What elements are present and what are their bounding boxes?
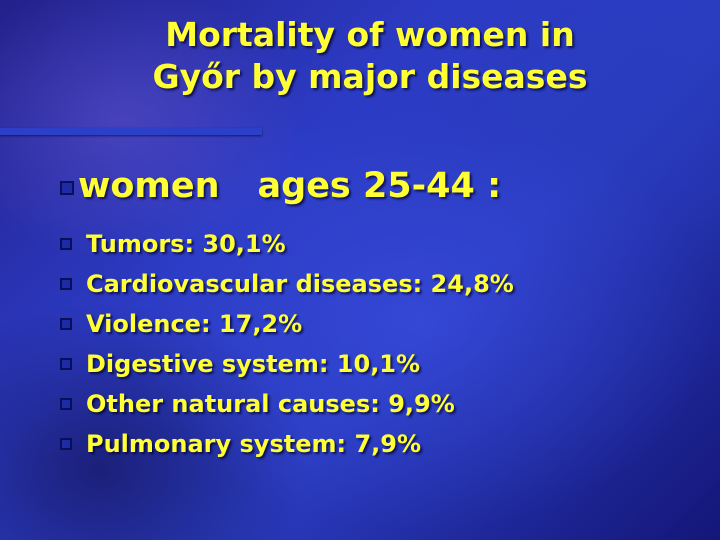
square-bullet-icon [60,181,74,195]
list-item: Tumors: 30,1% [60,224,514,264]
square-bullet-icon [60,438,72,450]
square-bullet-icon [60,238,72,250]
slide-title: Mortality of women in Győr by major dise… [60,14,680,98]
list-item: Pulmonary system: 7,9% [60,424,514,464]
list-item: Other natural causes: 9,9% [60,384,514,424]
list-item-label: Violence: 17,2% [86,310,303,338]
subheading-word: women [78,166,220,206]
list-item-label: Tumors: 30,1% [86,230,286,258]
list-item-label: Digestive system: 10,1% [86,350,421,378]
subheading: women ages 25-44 : [60,164,501,208]
list-item-label: Pulmonary system: 7,9% [86,430,422,458]
list-item-label: Cardiovascular diseases: 24,8% [86,270,514,298]
square-bullet-icon [60,278,72,290]
title-line-1: Mortality of women in [165,15,575,54]
list-item: Digestive system: 10,1% [60,344,514,384]
list-item-label: Other natural causes: 9,9% [86,390,455,418]
square-bullet-icon [60,358,72,370]
square-bullet-icon [60,318,72,330]
list-item: Cardiovascular diseases: 24,8% [60,264,514,304]
subheading-rest: ages 25-44 : [257,166,502,206]
title-divider [0,128,262,135]
list-item: Violence: 17,2% [60,304,514,344]
mortality-list: Tumors: 30,1% Cardiovascular diseases: 2… [60,224,514,464]
title-line-2: Győr by major diseases [152,57,588,96]
square-bullet-icon [60,398,72,410]
